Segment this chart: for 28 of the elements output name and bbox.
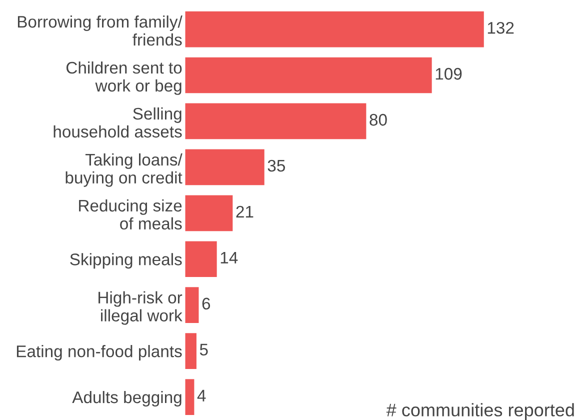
bar [185, 287, 199, 324]
bar [185, 379, 194, 415]
bar [185, 195, 233, 232]
bar [185, 11, 484, 48]
data-label: 80 [370, 114, 387, 126]
data-label: 35 [268, 160, 285, 172]
y-tick-label: Borrowing from family/ friends [18, 15, 182, 46]
bar [185, 103, 366, 140]
y-tick-label: Taking loans/ buying on credit [66, 153, 182, 187]
y-tick-label: Skipping meals [70, 253, 182, 269]
bar [185, 241, 217, 278]
y-tick-label: Children sent to work or beg [66, 61, 182, 95]
data-label: 14 [220, 252, 238, 264]
data-label: 5 [200, 344, 208, 356]
data-label: 6 [202, 298, 210, 310]
data-label: 109 [436, 68, 462, 80]
y-tick-label: Reducing size of meals [79, 199, 182, 230]
bar [185, 333, 196, 369]
y-tick-label: Eating non-food plants [16, 345, 182, 361]
y-tick-label: High-risk or illegal work [98, 291, 182, 325]
data-label: 4 [197, 390, 206, 402]
x-axis-title: # communities reported [386, 403, 574, 420]
y-tick-label: Adults begging [72, 390, 182, 407]
data-label: 21 [236, 206, 254, 218]
y-tick-label: Selling household assets [54, 107, 182, 138]
bar [185, 57, 432, 94]
bar [185, 149, 264, 186]
data-label: 132 [488, 22, 514, 34]
